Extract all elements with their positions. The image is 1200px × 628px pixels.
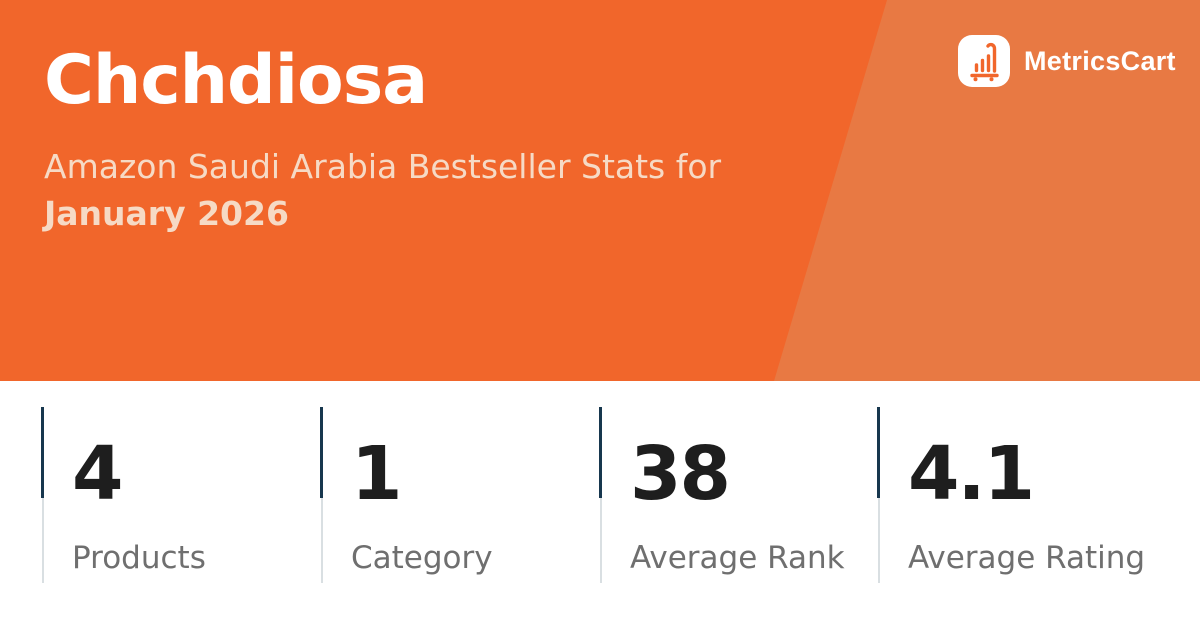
subtitle-line-1: Amazon Saudi Arabia Bestseller Stats for [44,147,722,186]
stat-label: Average Rating [908,540,1146,576]
stat-accent-tick [41,407,44,498]
stat-divider-line [321,498,323,583]
brand-logo: MetricsCart [958,35,1176,87]
page-title: Chchdiosa [44,41,428,120]
hero-banner: Chchdiosa Amazon Saudi Arabia Bestseller… [0,0,1200,381]
stat-value: 4.1 [908,431,1035,517]
stat-label: Category [351,540,493,576]
stat-accent-tick [599,407,602,498]
stat-value: 1 [351,431,402,517]
subtitle-line-2: January 2026 [44,194,289,233]
stat-average-rank: 38 Average Rank [599,381,878,628]
stat-label: Products [72,540,206,576]
stats-section: 4 Products 1 Category 38 Average Rank 4.… [0,381,1200,628]
hero-subtitle: Amazon Saudi Arabia Bestseller Stats for… [44,143,721,237]
stat-label: Average Rank [630,540,845,576]
stat-products: 4 Products [41,381,320,628]
stat-category: 1 Category [320,381,599,628]
bar-chart-cart-icon [970,42,999,82]
stat-value: 4 [72,431,123,517]
brand-name: MetricsCart [1024,45,1176,76]
stat-average-rating: 4.1 Average Rating [877,381,1156,628]
stat-value: 38 [630,431,731,517]
stat-accent-tick [320,407,323,498]
stat-divider-line [42,498,44,583]
stat-accent-tick [877,407,880,498]
metricscart-logo-icon [958,35,1010,87]
stat-divider-line [600,498,602,583]
stat-divider-line [878,498,880,583]
